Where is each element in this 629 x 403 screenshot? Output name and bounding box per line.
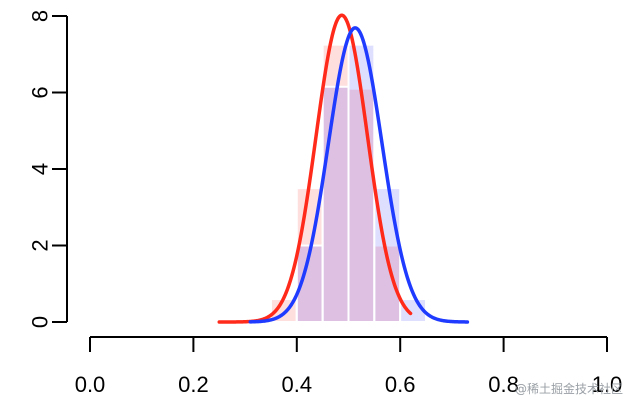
y-tick-label-6: 6 <box>28 86 53 98</box>
y-tick-label-2: 2 <box>28 239 53 251</box>
density-curve-2 <box>248 26 470 324</box>
axes: 0.0 0.2 0.4 0.6 0.8 1.0 0 2 4 6 8 <box>28 10 623 397</box>
watermark-text: @稀土掘金技术社区 <box>514 382 623 396</box>
x-tick-label-0.2: 0.2 <box>178 372 209 397</box>
x-tick-label-1.0: 1.0 <box>592 372 623 397</box>
density-curves <box>217 13 470 324</box>
x-tick-label-0.8: 0.8 <box>488 372 519 397</box>
x-tick-label-0.6: 0.6 <box>385 372 416 397</box>
x-tick-label-0.0: 0.0 <box>75 372 106 397</box>
y-tick-label-8: 8 <box>28 10 53 22</box>
x-tick-label-0.4: 0.4 <box>282 372 313 397</box>
histogram-bars <box>269 43 428 323</box>
histogram-bar-2-2 <box>321 85 350 323</box>
histogram-bar-2-3 <box>347 43 376 323</box>
histogram-bar-1-4 <box>347 87 376 323</box>
y-tick-label-4: 4 <box>28 163 53 175</box>
y-tick-label-0: 0 <box>28 316 53 328</box>
